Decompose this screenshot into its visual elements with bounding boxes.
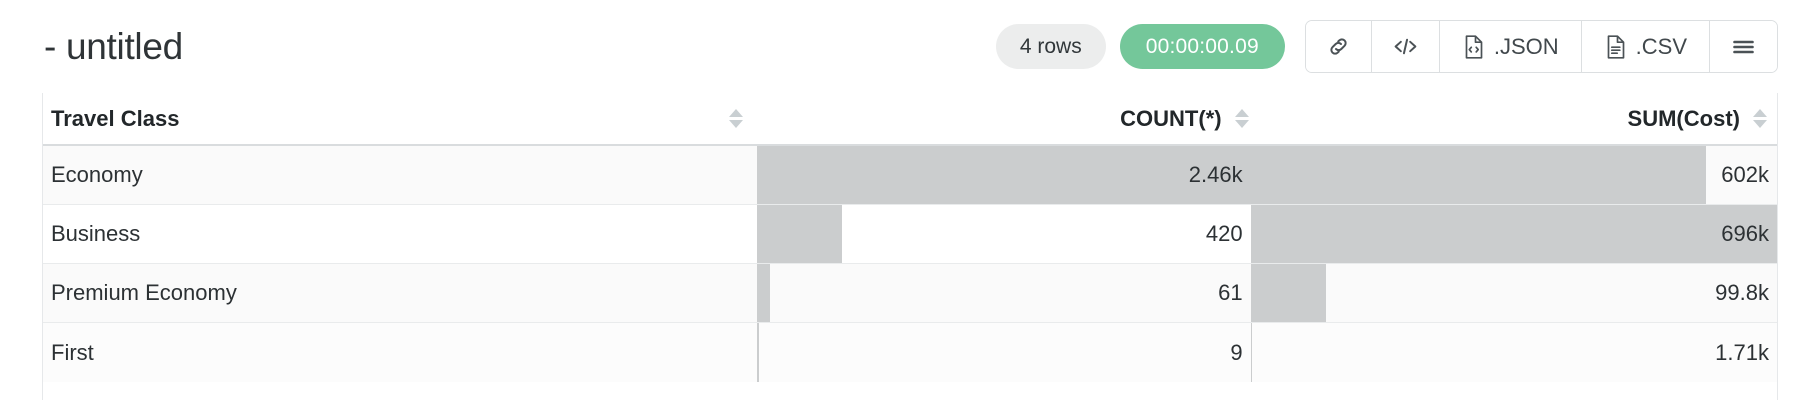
code-icon <box>1392 34 1419 59</box>
sum-bar <box>1250 146 1706 204</box>
count-bar <box>757 323 760 382</box>
cell-count: 9 <box>757 323 1251 382</box>
header-actions: 4 rows 00:00:00.09 <box>995 20 1778 73</box>
cell-value: Premium Economy <box>51 280 237 305</box>
cell-sum: 696k <box>1250 205 1777 263</box>
column-header-label: Travel Class <box>51 105 180 131</box>
sum-bar <box>1250 264 1326 322</box>
sum-bar <box>1250 323 1252 382</box>
cell-sum: 602k <box>1250 146 1777 204</box>
hamburger-icon <box>1730 36 1757 58</box>
column-header-count[interactable]: COUNT(*) <box>757 93 1250 144</box>
table-row[interactable]: Business 420 696k <box>43 205 1777 264</box>
json-button[interactable]: .JSON <box>1439 21 1582 72</box>
count-bar <box>757 205 842 263</box>
cell-value: 99.8k <box>1715 280 1769 305</box>
sort-icon[interactable] <box>1752 109 1767 128</box>
csv-file-icon <box>1604 34 1628 60</box>
column-header-label: SUM(Cost) <box>1627 105 1740 131</box>
count-bar <box>757 146 1251 204</box>
csv-button-label: .CSV <box>1635 33 1687 59</box>
cell-count: 420 <box>757 205 1251 263</box>
cell-travel-class: Economy <box>43 146 758 204</box>
cell-value: Economy <box>51 162 143 187</box>
cell-value: 1.71k <box>1715 339 1769 365</box>
csv-button[interactable]: .CSV <box>1581 21 1710 72</box>
table-row[interactable]: First 9 1.71k <box>43 323 1777 382</box>
link-button[interactable] <box>1305 21 1372 72</box>
embed-button[interactable] <box>1371 21 1440 72</box>
cell-value: 61 <box>1218 280 1243 305</box>
menu-button[interactable] <box>1710 21 1777 72</box>
header-bar: - untitled 4 rows 00:00:00.09 <box>0 0 1816 93</box>
cell-value: 602k <box>1721 162 1769 187</box>
json-button-label: .JSON <box>1493 33 1559 59</box>
cell-count: 61 <box>757 264 1251 322</box>
sum-bar <box>1250 205 1777 263</box>
cell-value: 2.46k <box>1188 162 1243 187</box>
count-bar <box>757 264 770 322</box>
cell-travel-class: First <box>43 323 758 382</box>
sort-icon[interactable] <box>729 109 744 128</box>
results-table: Travel Class COUNT(*) SUM(Cost) Economy … <box>42 93 1778 400</box>
cell-sum: 1.71k <box>1250 323 1777 382</box>
cell-value: 420 <box>1205 221 1243 246</box>
page-title: - untitled <box>44 25 183 67</box>
cell-sum: 99.8k <box>1250 264 1777 322</box>
link-icon <box>1326 34 1351 59</box>
cell-count: 2.46k <box>757 146 1251 204</box>
table-row[interactable]: Economy 2.46k 602k <box>43 146 1777 205</box>
row-count-badge: 4 rows <box>995 24 1106 69</box>
table-header-row: Travel Class COUNT(*) SUM(Cost) <box>43 93 1777 146</box>
query-timer-badge: 00:00:00.09 <box>1119 24 1285 69</box>
cell-travel-class: Business <box>43 205 758 263</box>
sort-icon[interactable] <box>1234 109 1249 128</box>
json-file-icon <box>1462 34 1486 60</box>
cell-travel-class: Premium Economy <box>43 264 758 322</box>
column-header-travel-class[interactable]: Travel Class <box>43 93 757 144</box>
cell-value: 696k <box>1721 221 1769 246</box>
cell-value: First <box>51 339 94 365</box>
table-row[interactable]: Premium Economy 61 99.8k <box>43 264 1777 323</box>
column-header-sum[interactable]: SUM(Cost) <box>1251 93 1777 144</box>
column-header-label: COUNT(*) <box>1120 105 1222 131</box>
export-button-group: .JSON .CSV <box>1304 20 1778 73</box>
cell-value: 9 <box>1230 339 1243 365</box>
cell-value: Business <box>51 221 141 246</box>
